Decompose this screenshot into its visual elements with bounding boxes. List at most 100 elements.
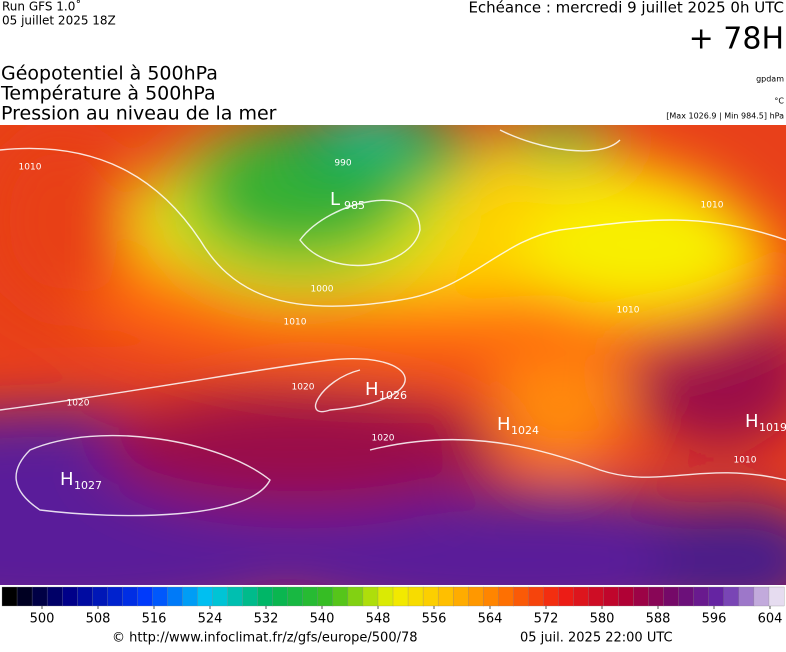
- center-letter: H: [497, 414, 511, 435]
- colorbar-swatch: [332, 586, 349, 607]
- contour-label: 1010: [284, 318, 307, 328]
- colorbar-label: 548: [366, 612, 391, 627]
- colorbar-swatch: [62, 586, 78, 607]
- colorbar-swatch: [272, 586, 289, 607]
- colorbar-swatch: [483, 586, 499, 607]
- unit: gpdam: [756, 75, 784, 84]
- colorbar-swatch: [588, 586, 604, 607]
- contour-label: 1010: [701, 201, 724, 211]
- colorbar-swatch: [663, 586, 680, 607]
- colorbar-swatch: [708, 586, 725, 607]
- colorbar-swatch: [212, 586, 229, 607]
- colorbar-swatch: [197, 586, 213, 607]
- colorbar-swatch: [648, 586, 665, 607]
- colorbar-label: 588: [646, 612, 671, 627]
- colorbar-label: 508: [86, 612, 111, 627]
- colorbar-swatch: [738, 586, 755, 607]
- center-value: 1019: [759, 421, 786, 434]
- colorbar-swatch: [603, 586, 620, 607]
- contour-label: 1010: [617, 306, 640, 316]
- center-letter: H: [60, 469, 74, 490]
- colorbar-swatch: [137, 586, 153, 607]
- colorbar-swatch: [392, 586, 409, 607]
- echeance: Echéance : mercredi 9 juillet 2025 0h UT…: [468, 0, 784, 17]
- colorbar-swatch: [678, 586, 695, 607]
- map: [0, 125, 786, 585]
- colorbar-label: 516: [142, 612, 167, 627]
- contour-label: 1020: [292, 383, 315, 393]
- colorbar-swatch: [422, 586, 439, 607]
- run: Run GFS 1.0˚: [2, 0, 81, 14]
- colorbar-swatch: [92, 586, 108, 607]
- source-url: © http://www.infoclimat.fr/z/gfs/europe/…: [112, 631, 418, 646]
- colorbar-label: 596: [702, 612, 727, 627]
- colorbar-swatch: [317, 586, 334, 607]
- colorbar-label: 572: [534, 612, 559, 627]
- colorbar-swatch: [182, 586, 198, 607]
- colorbar-swatch: [77, 586, 93, 607]
- colorbar-swatch: [633, 586, 650, 607]
- colorbar-swatch: [107, 586, 123, 607]
- colorbar-swatch: [377, 586, 394, 607]
- colorbar-swatch: [753, 586, 770, 607]
- colorbar-label: 604: [758, 612, 783, 627]
- run-date: 05 juillet 2025 18Z: [2, 14, 116, 28]
- unit: [Max 1026.9 | Min 984.5] hPa: [666, 112, 784, 121]
- contour-label: 1020: [372, 434, 395, 444]
- colorbar-label: 540: [310, 612, 335, 627]
- center-value: 1026: [379, 389, 407, 402]
- contour-label: 1020: [67, 399, 90, 409]
- colorbar-swatch: [287, 586, 304, 607]
- center-letter: H: [745, 411, 759, 432]
- center-value: 985: [344, 199, 365, 212]
- center-value: 1027: [74, 479, 102, 492]
- center-value: 1024: [511, 424, 539, 437]
- lead-time: + 78H: [689, 22, 784, 57]
- colorbar-label: 532: [254, 612, 279, 627]
- colorbar-swatch: [468, 586, 484, 607]
- colorbar-swatch: [46, 586, 63, 607]
- center-letter: H: [365, 379, 379, 400]
- contour-label: 1010: [734, 456, 757, 466]
- unit: °C: [774, 97, 784, 106]
- colorbar-swatch: [167, 586, 183, 607]
- colorbar-swatch: [257, 586, 274, 607]
- colorbar-swatch: [227, 586, 244, 607]
- colorbar-swatch: [618, 586, 635, 607]
- colorbar-label: 556: [422, 612, 447, 627]
- colorbar-swatch: [302, 586, 319, 607]
- colorbar-swatch: [513, 586, 529, 607]
- layer: Pression au niveau de la mer: [1, 103, 277, 125]
- contour-label: 1000: [311, 285, 334, 295]
- colorbar-swatch: [543, 586, 559, 607]
- colorbar-swatch: [768, 586, 785, 607]
- colorbar-label: 580: [590, 612, 615, 627]
- colorbar-label: 500: [30, 612, 55, 627]
- layer: Géopotentiel à 500hPa: [1, 63, 218, 85]
- generated-time: 05 juil. 2025 22:00 UTC: [520, 631, 673, 646]
- colorbar-swatch: [407, 586, 424, 607]
- colorbar-label: 564: [478, 612, 503, 627]
- colorbar-swatch: [723, 586, 740, 607]
- colorbar-swatch: [152, 586, 168, 607]
- colorbar-swatch: [693, 586, 710, 607]
- colorbar-swatch: [573, 586, 589, 607]
- colorbar-swatch: [1, 586, 18, 607]
- colorbar-swatch: [558, 586, 574, 607]
- colorbar-swatch: [347, 586, 364, 607]
- contour-label: 990: [334, 159, 351, 169]
- colorbar-swatch: [31, 586, 48, 607]
- colorbar-swatch: [528, 586, 544, 607]
- layer: Température à 500hPa: [0, 83, 216, 105]
- colorbar-swatch: [437, 586, 454, 607]
- colorbar-swatch: [16, 586, 33, 607]
- colorbar-swatch: [122, 586, 138, 607]
- center-letter: L: [330, 189, 340, 210]
- colorbar-swatch: [242, 586, 259, 607]
- colorbar-label: 524: [198, 612, 223, 627]
- colorbar-swatch: [498, 586, 514, 607]
- contour-label: 1010: [19, 163, 42, 173]
